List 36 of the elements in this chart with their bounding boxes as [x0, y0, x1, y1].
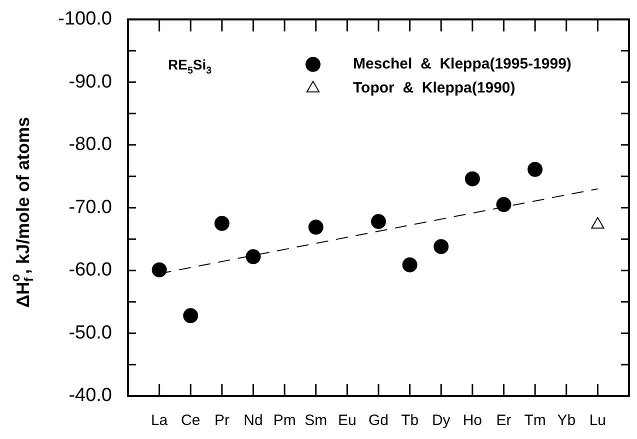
x-tick-label: Er [496, 412, 512, 430]
x-tick-label: Ho [462, 412, 482, 430]
point [371, 214, 386, 230]
point [496, 197, 512, 212]
legend-label: Meschel & Kleppa(1995-1999) [353, 56, 572, 73]
x-tick-label: Gd [368, 412, 389, 430]
y-axis-title: ΔHof, kJ/mole of atoms [8, 117, 36, 308]
point [214, 216, 230, 231]
point [434, 239, 449, 254]
legend-label: Topor & Kleppa(1990) [353, 80, 516, 97]
point [308, 220, 324, 235]
point [528, 162, 543, 177]
x-tick-label: Ce [181, 412, 200, 430]
point [464, 171, 480, 186]
point [246, 249, 261, 264]
y-tick-label: -90.0 [68, 71, 112, 92]
point [152, 262, 167, 278]
x-tick-label: Pm [273, 412, 296, 430]
x-tick-label: Eu [338, 412, 356, 430]
x-tick-label: Tb [401, 412, 419, 430]
x-tick-label: Dy [432, 412, 451, 430]
y-tick-label: -80.0 [68, 134, 112, 156]
point [183, 308, 198, 324]
y-tick-label: -40.0 [68, 385, 112, 406]
y-tick-label: -100.0 [58, 8, 112, 30]
y-tick-label: -60.0 [68, 260, 112, 281]
x-tick-label: Tm [524, 412, 546, 430]
x-tick-label: Nd [244, 412, 263, 430]
x-tick-label: Pr [214, 412, 230, 430]
x-tick-label: Lu [589, 412, 606, 430]
x-tick-label: La [150, 412, 168, 430]
y-tick-label: -50.0 [68, 322, 112, 344]
x-tick-label: Yb [557, 412, 576, 430]
point [402, 257, 418, 272]
y-tick-label: -70.0 [68, 196, 112, 218]
x-tick-label: Sm [304, 412, 328, 430]
